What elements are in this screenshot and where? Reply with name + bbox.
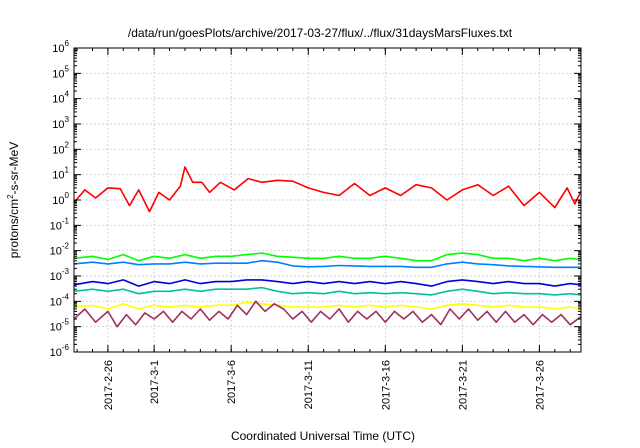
series-line-3: [73, 259, 581, 269]
y-tick-label: 10-6: [50, 343, 70, 359]
y-tick-label: 103: [52, 115, 69, 131]
series-line-1: [73, 166, 582, 213]
y-tick-label: 10-4: [50, 292, 70, 308]
x-tick-label: 2017-3-11: [303, 360, 315, 409]
series-line-7: [73, 300, 582, 328]
x-tick-label: 2017-3-16: [380, 360, 392, 410]
series-line-6: [73, 301, 582, 310]
x-tick-label: 2017-3-1: [149, 360, 161, 404]
y-tick-label: 10-1: [50, 216, 70, 232]
y-tick-label: 10-2: [50, 242, 70, 258]
y-tick-label: 10-5: [50, 318, 70, 334]
y-tick-label: 106: [52, 39, 69, 55]
series-line-5: [73, 286, 582, 296]
grid-lines: [74, 48, 581, 352]
x-tick-label: 2017-3-26: [534, 360, 546, 410]
y-axis-title: protons/cm2-s-sr-MeV: [6, 142, 21, 258]
y-tick-label: 102: [52, 140, 69, 156]
chart-title: /data/run/goesPlots/archive/2017-03-27/f…: [128, 26, 513, 40]
series-line-2: [73, 252, 582, 262]
x-tick-label: 2017-2-26: [103, 360, 115, 410]
x-tick-label: 2017-3-21: [457, 360, 469, 410]
x-axis-ticks: 2017-2-26 2017-3-1 2017-3-6 2017-3-11 2017-3…: [76, 48, 571, 410]
x-tick-label: 2017-3-6: [226, 360, 238, 404]
y-tick-label: 10-3: [50, 267, 70, 283]
y-tick-label: 100: [52, 191, 69, 207]
data-series: [73, 166, 582, 328]
y-tick-label: 101: [52, 166, 69, 182]
y-axis-ticks: 10-6 10-5 10-4 10-3 10-2 10-1 100 101 102 103 104 1…: [50, 39, 581, 359]
series-line-4: [73, 279, 582, 287]
y-tick-label: 105: [52, 64, 69, 80]
x-axis-title: Coordinated Universal Time (UTC): [231, 429, 415, 443]
y-tick-label: 104: [52, 90, 69, 106]
